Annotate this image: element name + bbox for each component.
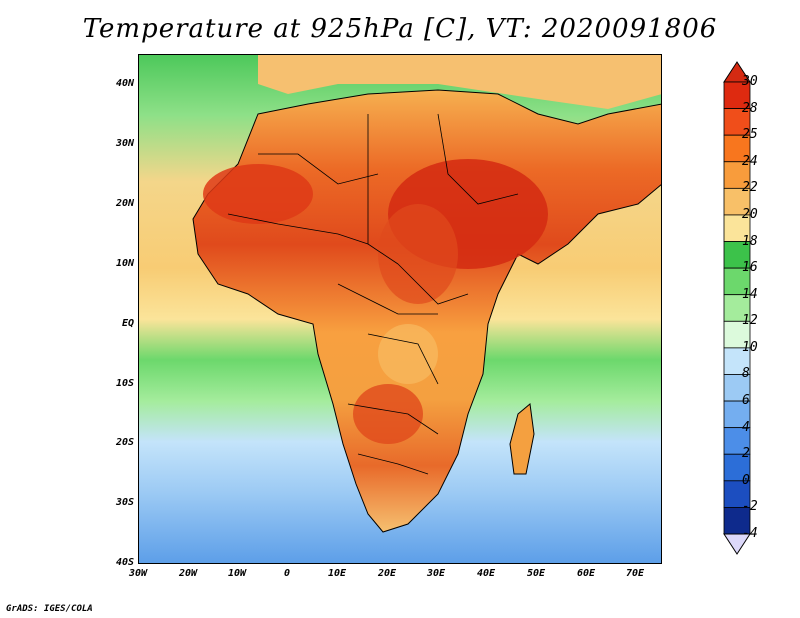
colorbar-label: 25 bbox=[742, 127, 758, 143]
lon-label-30w: 30W bbox=[128, 568, 148, 579]
lon-label-10w: 10W bbox=[227, 568, 247, 579]
colorbar-swatch bbox=[723, 187, 751, 216]
map-frame bbox=[138, 54, 662, 564]
lat-label-10n: 10N bbox=[115, 258, 134, 269]
sudan-hot-core bbox=[378, 204, 458, 304]
colorbar bbox=[723, 61, 751, 555]
colorbar-label: 30 bbox=[742, 74, 758, 89]
lon-label-30e: 30E bbox=[426, 568, 446, 579]
colorbar-swatch bbox=[723, 480, 751, 508]
lat-label-40n: 40N bbox=[115, 78, 134, 89]
colorbar-swatch bbox=[723, 241, 751, 269]
colorbar-label: 24 bbox=[742, 153, 758, 169]
lat-label-40s: 40S bbox=[115, 557, 134, 568]
colorbar-label: 16 bbox=[742, 260, 758, 276]
lon-label-10e: 10E bbox=[327, 568, 347, 579]
colorbar-swatch bbox=[723, 347, 751, 375]
lon-label-60e: 60E bbox=[576, 568, 596, 579]
colorbar-swatch bbox=[723, 400, 751, 429]
colorbar-label: -2 bbox=[742, 499, 758, 515]
credit-text: GrADS: IGES/COLA bbox=[6, 604, 93, 614]
temperature-map bbox=[138, 54, 662, 564]
colorbar-swatch bbox=[723, 108, 751, 136]
colorbar-swatch bbox=[723, 453, 751, 482]
colorbar-label: 14 bbox=[742, 286, 758, 302]
sahara-hot-core bbox=[203, 164, 313, 224]
colorbar-swatch bbox=[723, 374, 751, 402]
colorbar-bottom-arrow bbox=[723, 533, 751, 555]
lon-label-50e: 50E bbox=[526, 568, 546, 579]
temperature-field bbox=[138, 54, 662, 564]
colorbar-label: -4 bbox=[742, 526, 758, 541]
colorbar-swatch bbox=[723, 267, 751, 296]
colorbar-label: 20 bbox=[742, 206, 758, 222]
colorbar-label: 18 bbox=[742, 233, 758, 249]
colorbar-swatch bbox=[723, 294, 751, 322]
colorbar-label: 8 bbox=[742, 366, 750, 382]
colorbar-label: 6 bbox=[742, 393, 750, 409]
lat-label-30s: 30S bbox=[115, 497, 134, 508]
map-title: Temperature at 925hPa [C], VT: 202009180… bbox=[82, 14, 718, 44]
colorbar-label: 2 bbox=[742, 446, 750, 462]
lat-label-eq: EQ bbox=[121, 318, 134, 329]
madagascar bbox=[509, 403, 535, 475]
lat-label-20n: 20N bbox=[115, 198, 134, 209]
colorbar-swatch bbox=[723, 320, 751, 349]
southern-africa-hot-core bbox=[353, 384, 423, 444]
lat-label-30n: 30N bbox=[115, 138, 134, 149]
colorbar-swatch bbox=[723, 81, 751, 109]
colorbar-label: 12 bbox=[742, 313, 758, 329]
lon-label-0: 0 bbox=[283, 568, 291, 579]
colorbar-label: 22 bbox=[742, 180, 758, 196]
lat-label-10s: 10S bbox=[115, 378, 134, 389]
lon-label-20w: 20W bbox=[178, 568, 198, 579]
colorbar-swatch bbox=[723, 161, 751, 189]
colorbar-label: 28 bbox=[742, 100, 758, 116]
colorbar-swatch bbox=[723, 214, 751, 242]
colorbar-label: 0 bbox=[742, 472, 750, 488]
colorbar-swatch bbox=[723, 507, 751, 535]
lon-label-70e: 70E bbox=[625, 568, 645, 579]
colorbar-label: 10 bbox=[742, 339, 758, 355]
europe-strip bbox=[258, 54, 662, 109]
lon-label-40e: 40E bbox=[476, 568, 496, 579]
lat-label-20s: 20S bbox=[115, 437, 134, 448]
colorbar-label: 4 bbox=[742, 419, 750, 435]
country-borders bbox=[227, 113, 519, 475]
colorbar-swatch bbox=[723, 134, 751, 163]
lon-label-20e: 20E bbox=[377, 568, 397, 579]
